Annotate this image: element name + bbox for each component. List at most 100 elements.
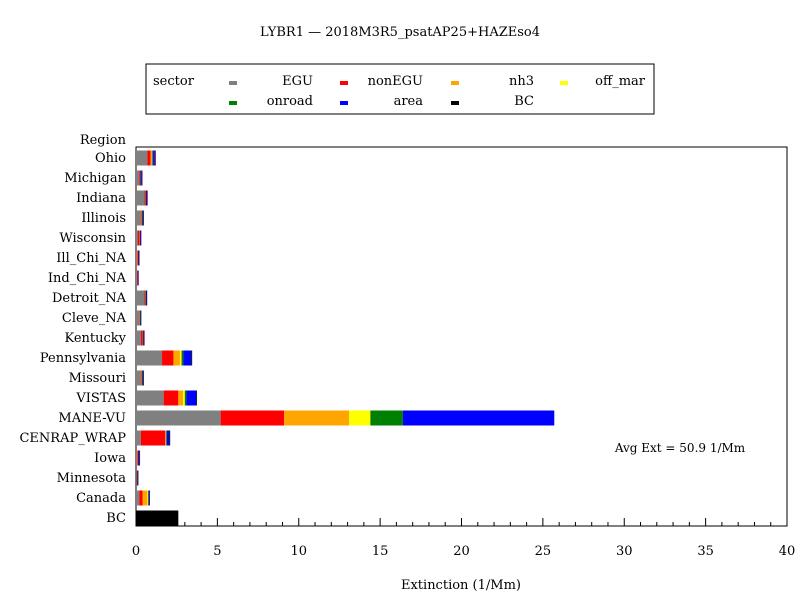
- bar-minnesota-area: [137, 470, 138, 486]
- bar-cleve-na-onroad: [139, 310, 141, 326]
- x-tick-label: 40: [779, 544, 796, 559]
- bar-michigan-nonegu: [139, 170, 141, 186]
- bar-detroit-na-nh3: [144, 290, 146, 306]
- region-label-bc: BC: [106, 511, 126, 526]
- bar-indiana-area: [145, 190, 147, 206]
- bar-vistas-nonegu: [163, 390, 179, 406]
- region-label-canada: Canada: [76, 491, 126, 506]
- bar-cleve-na-area: [140, 310, 141, 326]
- bar-indiana-bc: [146, 190, 148, 206]
- bar-canada-area: [148, 490, 150, 506]
- bar-wisconsin-nonegu: [137, 230, 140, 246]
- bar-ind-chi-na-egu: [136, 270, 137, 286]
- bar-indiana-egu: [136, 190, 145, 206]
- bar-detroit-na-bc: [146, 290, 148, 306]
- bar-minnesota-bc: [137, 470, 139, 486]
- bar-mane-vu-off_mar: [349, 410, 371, 426]
- legend-title: sector: [153, 74, 195, 89]
- legend-swatch-off_mar: [560, 81, 568, 85]
- x-tick-label: 15: [372, 544, 389, 559]
- chart-title: LYBR1 — 2018M3R5_psatAP25+HAZEso4: [260, 25, 540, 40]
- bar-cleve-na-nonegu: [139, 310, 140, 326]
- bar-illinois-nh3: [141, 210, 143, 226]
- bar-wisconsin-egu: [136, 230, 138, 246]
- legend-swatch-area: [340, 101, 348, 105]
- bar-indiana-nonegu: [144, 190, 145, 206]
- bar-minnesota-egu: [136, 470, 137, 486]
- bar-ohio-nonegu: [147, 150, 151, 166]
- region-label-missouri: Missouri: [69, 371, 126, 386]
- bar-mane-vu-nh3: [284, 410, 350, 426]
- bar-detroit-na-area: [145, 290, 147, 306]
- x-tick-label: 30: [616, 544, 633, 559]
- bar-cenrap-wrap-nh3: [165, 430, 167, 446]
- legend-label-onroad: onroad: [267, 94, 313, 109]
- bar-mane-vu-nonegu: [220, 410, 285, 426]
- bar-minnesota-nonegu: [136, 470, 138, 486]
- bar-missouri-nh3: [141, 370, 143, 386]
- bar-vistas-onroad: [184, 390, 187, 406]
- bar-bc-bc: [136, 510, 179, 526]
- bar-ind-chi-na-nonegu: [136, 270, 138, 286]
- bar-ind-chi-na-other: [137, 270, 139, 286]
- x-axis: 0 5 10 15 20 25 30 35 40: [132, 518, 795, 559]
- y-axis-label: Region: [80, 133, 127, 148]
- bar-indiana-onroad: [145, 190, 146, 206]
- bar-iowa-area: [138, 450, 140, 466]
- bar-vistas-area: [186, 390, 197, 406]
- bar-missouri-onroad: [142, 370, 143, 386]
- bar-kentucky-other: [143, 330, 145, 346]
- bar-ill-chi-na-other: [138, 250, 140, 266]
- bar-pennsylvania-onroad: [181, 350, 184, 366]
- bar-wisconsin-area: [139, 230, 141, 246]
- region-label-ind-chi-na: Ind_Chi_NA: [48, 271, 127, 286]
- bar-iowa-nonegu: [136, 450, 138, 466]
- bar-pennsylvania-egu: [136, 350, 163, 366]
- bar-michigan-onroad: [140, 170, 141, 186]
- region-label-ill-chi-na: Ill_Chi_NA: [56, 251, 126, 266]
- x-tick-label: 20: [453, 544, 470, 559]
- legend-label-nh3: nh3: [509, 74, 534, 89]
- bar-pennsylvania-off_mar: [179, 350, 182, 366]
- bar-michigan-egu: [136, 170, 140, 186]
- region-label-detroit-na: Detroit_NA: [52, 291, 127, 306]
- bar-kentucky-onroad: [142, 330, 144, 346]
- bar-wisconsin-onroad: [139, 230, 141, 246]
- bar-ohio-nh3: [150, 150, 153, 166]
- bar-vistas-nh3: [178, 390, 184, 406]
- legend-swatch-bc: [451, 101, 459, 105]
- bar-ohio-other: [155, 150, 156, 166]
- bar-kentucky-nonegu: [140, 330, 143, 346]
- x-tick-label: 35: [697, 544, 714, 559]
- bar-iowa-egu: [136, 450, 137, 466]
- x-tick-label: 5: [213, 544, 221, 559]
- legend-swatch-nh3: [451, 81, 459, 85]
- region-label-cleve-na: Cleve_NA: [62, 311, 127, 326]
- region-label-indiana: Indiana: [76, 191, 126, 206]
- bar-canada-onroad: [148, 490, 149, 506]
- bar-kentucky-nh3: [142, 330, 144, 346]
- bar-vistas-bc: [196, 390, 198, 406]
- bar-detroit-na-egu: [136, 290, 145, 306]
- bar-pennsylvania-nh3: [173, 350, 180, 366]
- bar-ill-chi-na-nonegu: [136, 250, 138, 266]
- legend-label-nonegu: nonEGU: [368, 74, 423, 89]
- bar-cenrap-wrap-nonegu: [140, 430, 166, 446]
- bar-kentucky-area: [143, 330, 144, 346]
- region-label-vistas: VISTAS: [75, 391, 126, 406]
- legend-swatch-onroad: [229, 101, 237, 105]
- bar-illinois-nonegu: [140, 210, 142, 226]
- region-label-wisconsin: Wisconsin: [59, 231, 126, 246]
- bar-iowa-onroad: [137, 450, 139, 466]
- bar-mane-vu-onroad: [370, 410, 403, 426]
- legend-label-area: area: [394, 94, 424, 109]
- bar-ohio-bc: [154, 150, 156, 166]
- bar-canada-bc: [149, 490, 150, 506]
- x-axis-label: Extinction (1/Mm): [401, 578, 521, 593]
- bar-canada-nonegu: [139, 490, 143, 506]
- bar-missouri-egu: [136, 370, 141, 386]
- x-tick-label: 0: [132, 544, 140, 559]
- bar-ohio-area: [153, 150, 155, 166]
